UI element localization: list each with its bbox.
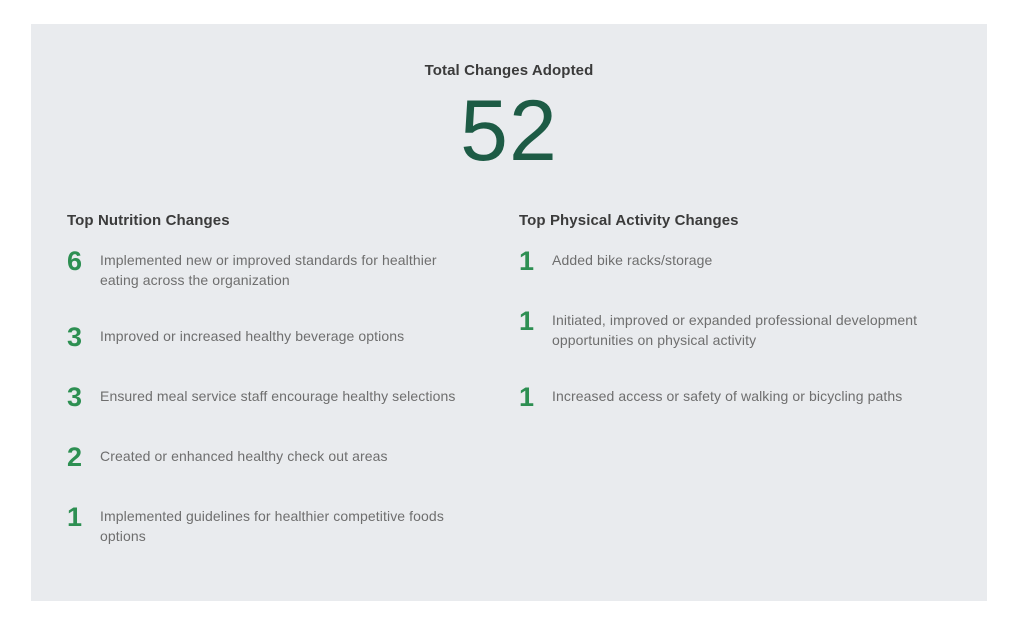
change-item: 6 Implemented new or improved standards f… [67,246,519,290]
stats-column: Top Nutrition Changes 6 Implemented new o… [67,212,519,582]
panel-header: Total Changes Adopted 52 [31,24,987,174]
summary-panel: Total Changes Adopted 52 Top Nutrition C… [31,24,987,601]
total-changes-title: Total Changes Adopted [424,62,594,79]
change-item: 1 Increased access or safety of walking o… [519,382,951,412]
changes-columns: Top Nutrition Changes 6 Implemented new o… [31,212,987,582]
change-label: Improved or increased healthy beverage o… [100,328,405,344]
change-count: 2 [67,442,83,472]
total-changes-value: 52 [460,83,558,179]
change-label: Implemented guidelines for healthier com… [100,508,444,544]
change-count: 3 [67,382,83,412]
change-count: 1 [519,306,535,336]
change-count: 3 [67,322,83,352]
change-label: Implemented new or improved standards fo… [100,252,437,288]
change-label: Initiated, improved or expanded professi… [552,312,918,348]
change-item: 2 Created or enhanced healthy check out a… [67,442,519,472]
change-item: 3 Ensured meal service staff encourage he… [67,382,519,412]
change-label: Ensured meal service staff encourage hea… [100,388,456,404]
change-item: 1 Implemented guidelines for healthier co… [67,502,519,546]
change-count: 1 [67,502,83,532]
column-heading: Top Physical Activity Changes [519,212,739,229]
change-count: 1 [519,246,535,276]
column-items: 6 Implemented new or improved standards f… [67,246,519,546]
change-count: 1 [519,382,535,412]
change-count: 6 [67,246,83,276]
change-label: Created or enhanced healthy check out ar… [100,448,388,464]
change-label: Increased access or safety of walking or… [552,388,903,404]
stats-column: Top Physical Activity Changes 1 Added bik… [519,212,951,582]
change-item: 3 Improved or increased healthy beverage … [67,322,519,352]
change-label: Added bike racks/storage [552,252,713,268]
column-heading: Top Nutrition Changes [67,212,230,229]
change-item: 1 Added bike racks/storage [519,246,951,276]
column-items: 1 Added bike racks/storage 1 Initiated, imp… [519,246,951,412]
change-item: 1 Initiated, improved or expanded profess… [519,306,951,350]
